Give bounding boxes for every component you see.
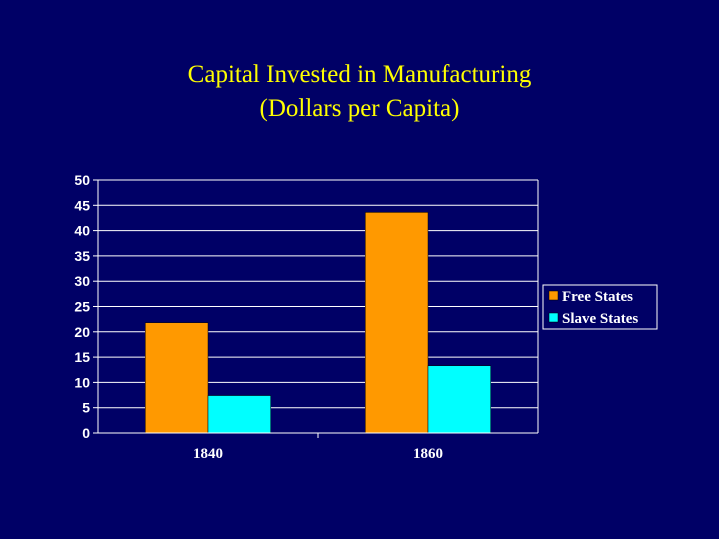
x-tick-label: 1860 [413,446,443,462]
chart-title: Capital Invested in Manufacturing (Dolla… [0,58,719,126]
y-tick-label: 15 [74,349,90,365]
legend-box [542,284,658,330]
legend-swatch-free-states [548,290,559,301]
bar-free-states-1840 [145,322,209,434]
y-tick-label: 10 [74,374,90,390]
x-tick-label: 1840 [193,446,223,462]
legend-swatch-slave-states [548,312,559,323]
legend-label: Slave States [562,311,638,327]
bar-free-states-1860 [365,212,429,434]
y-tick-label: 25 [74,299,90,315]
y-tick-label: 30 [74,273,90,289]
chart-subtitle-line: (Dollars per Capita) [259,95,460,122]
bar-slave-states-1840 [207,395,271,434]
y-tick-label: 5 [82,400,90,416]
y-tick-label: 45 [74,197,90,213]
y-tick-label: 0 [82,425,90,441]
y-tick-label: 50 [74,172,90,188]
legend-label: Free States [562,289,633,305]
y-tick-label: 40 [74,223,90,239]
bar-slave-states-1860 [427,365,491,434]
y-tick-label: 20 [74,324,90,340]
y-tick-label: 35 [74,248,90,264]
chart-title-line: Capital Invested in Manufacturing [187,61,532,88]
